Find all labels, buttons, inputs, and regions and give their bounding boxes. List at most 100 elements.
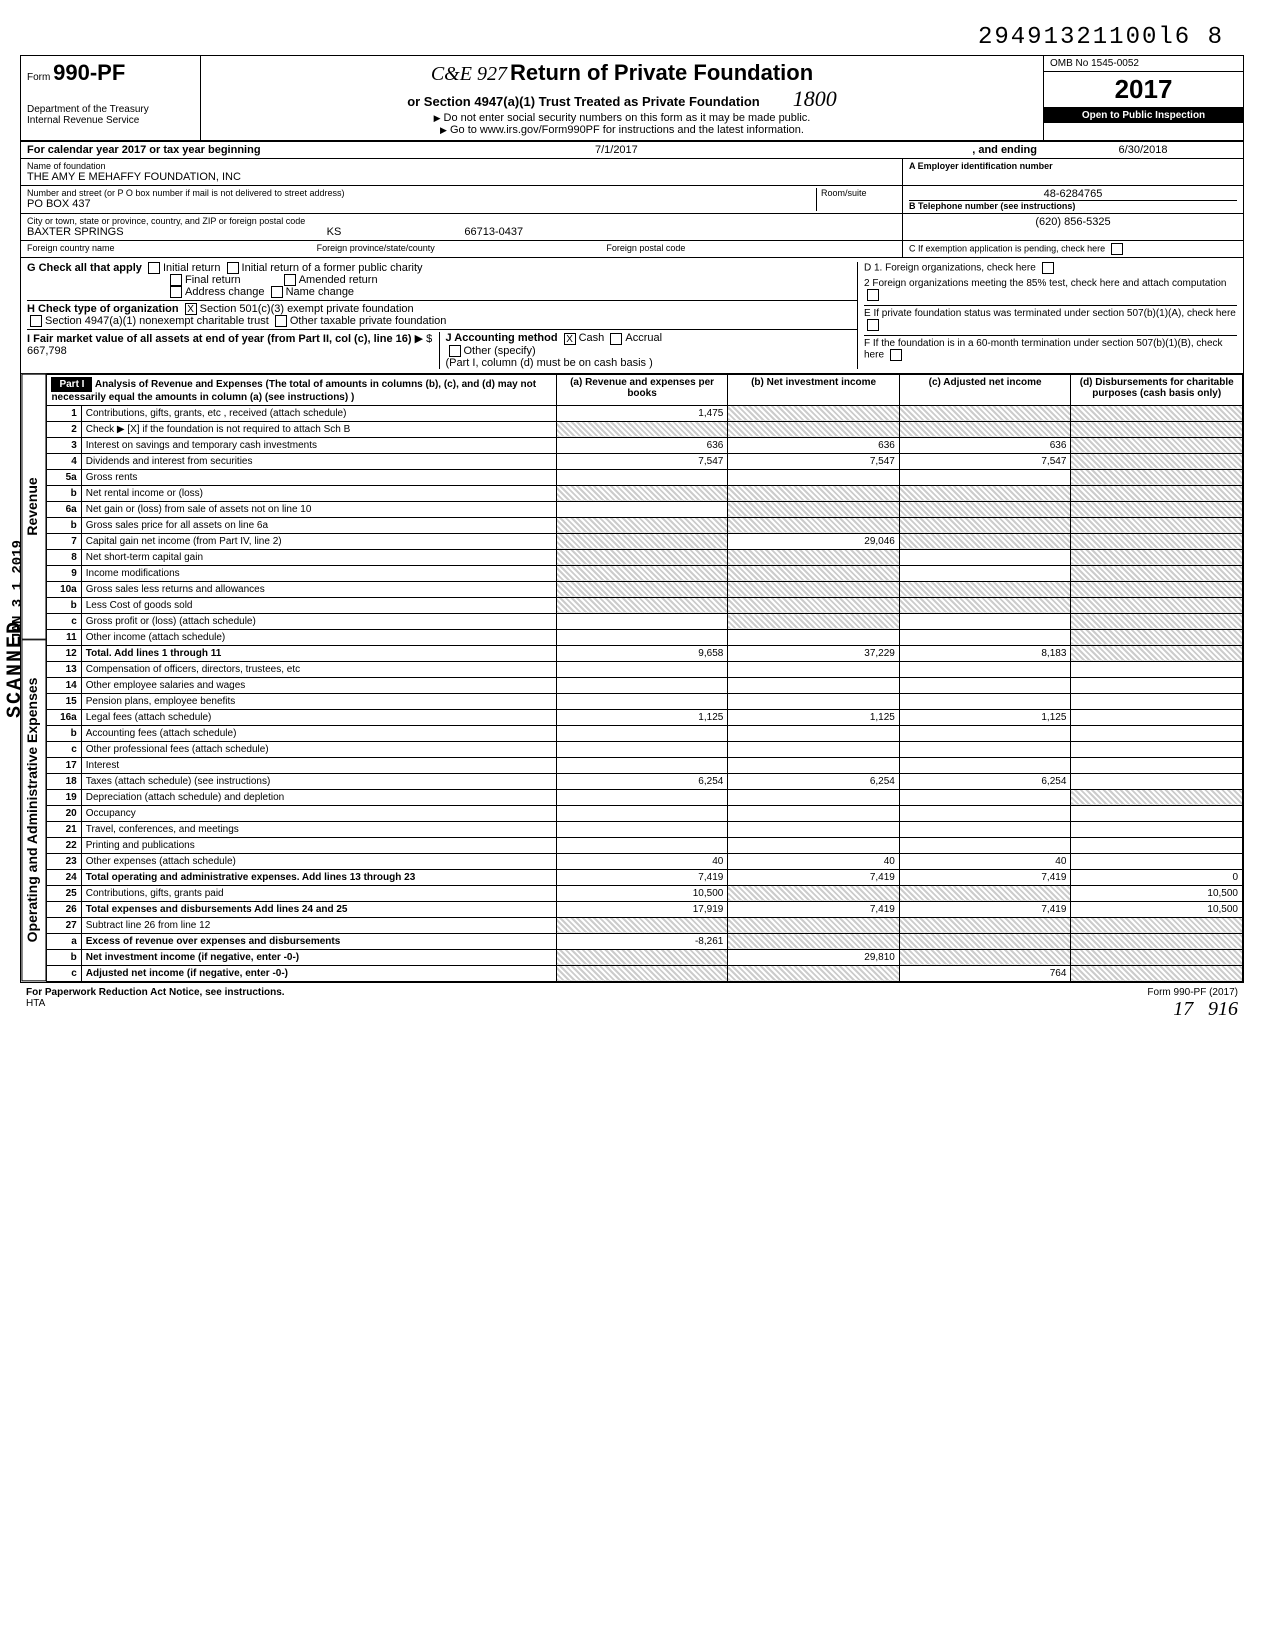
table-cell — [899, 677, 1071, 693]
instructions-link: Go to www.irs.gov/Form990PF for instruct… — [440, 124, 804, 136]
table-cell — [899, 917, 1071, 933]
other-method-checkbox[interactable] — [449, 345, 461, 357]
table-cell: 7,547 — [728, 453, 900, 469]
table-cell — [556, 917, 728, 933]
e-checkbox[interactable] — [867, 319, 879, 331]
name-change-checkbox[interactable] — [271, 286, 283, 298]
table-cell: 2 — [47, 421, 81, 437]
table-cell: 0 — [1071, 869, 1243, 885]
exemption-checkbox[interactable] — [1111, 243, 1123, 255]
table-cell: 17,919 — [556, 901, 728, 917]
table-cell: 5a — [47, 469, 81, 485]
foundation-name: THE AMY E MEHAFFY FOUNDATION, INC — [27, 171, 896, 183]
cash-label: Cash — [579, 332, 605, 344]
foreign-province-label: Foreign province/state/county — [317, 243, 607, 255]
initial-former-checkbox[interactable] — [227, 262, 239, 274]
table-cell — [1071, 821, 1243, 837]
table-row: 14Other employee salaries and wages — [47, 677, 1243, 693]
name-label: Name of foundation — [27, 161, 896, 171]
table-cell — [1071, 773, 1243, 789]
final-return-checkbox[interactable] — [170, 274, 182, 286]
table-row: 1Contributions, gifts, grants, etc , rec… — [47, 405, 1243, 421]
table-cell: 25 — [47, 885, 81, 901]
table-cell: Other professional fees (attach schedule… — [81, 741, 556, 757]
table-cell: 13 — [47, 661, 81, 677]
table-row: 11Other income (attach schedule) — [47, 629, 1243, 645]
table-cell — [1071, 533, 1243, 549]
table-cell — [728, 469, 900, 485]
form-ref: Form 990-PF (2017) — [1147, 987, 1238, 998]
table-cell — [556, 661, 728, 677]
table-cell: 20 — [47, 805, 81, 821]
table-cell — [556, 517, 728, 533]
table-cell: Net short-term capital gain — [81, 549, 556, 565]
table-cell — [556, 597, 728, 613]
ein-value: 48-6284765 — [909, 188, 1237, 200]
initial-return-checkbox[interactable] — [148, 262, 160, 274]
other-taxable-checkbox[interactable] — [275, 315, 287, 327]
amended-checkbox[interactable] — [284, 274, 296, 286]
table-cell: 8,183 — [899, 645, 1071, 661]
table-cell — [899, 421, 1071, 437]
table-cell: Printing and publications — [81, 837, 556, 853]
table-cell — [728, 613, 900, 629]
table-row: 17Interest — [47, 757, 1243, 773]
table-cell — [556, 789, 728, 805]
name-change-label: Name change — [286, 286, 355, 298]
table-cell — [556, 565, 728, 581]
table-cell — [556, 725, 728, 741]
table-cell: 7,419 — [899, 869, 1071, 885]
f-checkbox[interactable] — [890, 349, 902, 361]
table-cell: Other employee salaries and wages — [81, 677, 556, 693]
4947-checkbox[interactable] — [30, 315, 42, 327]
table-cell — [1071, 965, 1243, 981]
table-cell: 27 — [47, 917, 81, 933]
table-row: cAdjusted net income (if negative, enter… — [47, 965, 1243, 981]
part1-title: Analysis of Revenue and Expenses — [95, 379, 263, 390]
d2-checkbox[interactable] — [867, 289, 879, 301]
irs-label: Internal Revenue Service — [27, 115, 194, 126]
table-cell: 6,254 — [556, 773, 728, 789]
addr-change-checkbox[interactable] — [170, 286, 182, 298]
table-cell: 636 — [899, 437, 1071, 453]
table-cell: 7,419 — [899, 901, 1071, 917]
table-cell — [899, 789, 1071, 805]
table-cell — [728, 965, 900, 981]
hand-stamp: 1800 — [793, 86, 837, 111]
accrual-checkbox[interactable] — [610, 333, 622, 345]
dln-stamp: 29491321100l6 8 — [20, 20, 1244, 55]
table-cell — [899, 517, 1071, 533]
table-cell: Net investment income (if negative, ente… — [81, 949, 556, 965]
table-cell — [1071, 933, 1243, 949]
table-cell — [1071, 805, 1243, 821]
table-cell — [1071, 677, 1243, 693]
table-cell — [1071, 741, 1243, 757]
table-cell — [899, 613, 1071, 629]
table-cell — [556, 533, 728, 549]
table-cell — [728, 517, 900, 533]
table-cell: Contributions, gifts, grants paid — [81, 885, 556, 901]
table-cell — [899, 501, 1071, 517]
foundation-address: PO BOX 437 — [27, 198, 816, 210]
table-cell — [728, 549, 900, 565]
form-subtitle: or Section 4947(a)(1) Trust Treated as P… — [407, 94, 760, 109]
table-cell — [1071, 837, 1243, 853]
table-cell: Legal fees (attach schedule) — [81, 709, 556, 725]
501c3-checkbox[interactable]: X — [185, 303, 197, 315]
table-cell: 9 — [47, 565, 81, 581]
initial-former-label: Initial return of a former public charit… — [242, 262, 423, 274]
table-cell: 1,125 — [728, 709, 900, 725]
d1-checkbox[interactable] — [1042, 262, 1054, 274]
table-cell — [556, 805, 728, 821]
table-cell — [556, 421, 728, 437]
cash-checkbox[interactable]: X — [564, 333, 576, 345]
table-cell — [1071, 853, 1243, 869]
col-a-header: (a) Revenue and expenses per books — [556, 374, 728, 405]
hand-note-1: 17 — [1173, 998, 1193, 1020]
city-label: City or town, state or province, country… — [27, 216, 896, 226]
table-cell: 15 — [47, 693, 81, 709]
table-cell: 10,500 — [556, 885, 728, 901]
table-cell — [1071, 693, 1243, 709]
table-cell: 1,125 — [556, 709, 728, 725]
table-cell: b — [47, 949, 81, 965]
